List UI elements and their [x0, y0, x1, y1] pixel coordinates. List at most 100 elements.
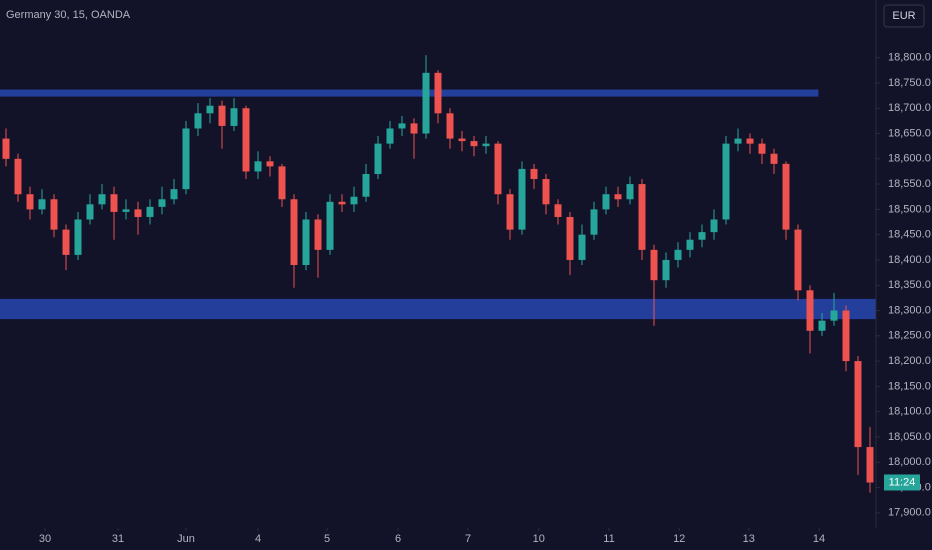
candle-body	[266, 161, 274, 167]
x-tick-label: 13	[743, 533, 755, 545]
candle-body	[206, 105, 214, 114]
candle-body	[458, 138, 466, 142]
last-price-tag	[884, 474, 920, 491]
candle-body	[830, 310, 838, 321]
candle-body	[158, 199, 166, 207]
y-tick-label: 18,000.0	[888, 456, 931, 468]
candle-body	[302, 219, 310, 266]
candle-body	[350, 196, 358, 205]
candle-body	[470, 141, 478, 147]
candle-body	[734, 138, 742, 144]
candle-body	[506, 194, 514, 230]
chart-title: Germany 30, 15, OANDA	[6, 9, 131, 21]
candle-body	[542, 179, 550, 205]
candle-body	[278, 166, 286, 200]
candle-body	[314, 219, 322, 250]
candle-body	[842, 310, 850, 362]
candle-body	[374, 143, 382, 174]
candle-body	[338, 201, 346, 205]
candle-body	[62, 229, 70, 255]
x-tick-label: 10	[533, 533, 545, 545]
y-tick-label: 18,150.0	[888, 380, 931, 392]
x-tick-label: 6	[395, 533, 401, 545]
candle-body	[578, 234, 586, 260]
candle-body	[122, 209, 130, 212]
candle-body	[146, 206, 154, 217]
candle-body	[686, 239, 694, 250]
y-tick-label: 18,750.0	[888, 77, 931, 89]
candle-body	[86, 204, 94, 220]
y-tick-label: 18,300.0	[888, 304, 931, 316]
candle-body	[710, 219, 718, 233]
candle-body	[50, 199, 58, 230]
candle-body	[254, 161, 262, 172]
candle-body	[230, 108, 238, 126]
candle-body	[482, 143, 490, 147]
y-tick-label: 18,550.0	[888, 178, 931, 190]
candle-body	[770, 153, 778, 164]
candle-body	[674, 249, 682, 260]
candle-body	[566, 216, 574, 260]
candle-body	[134, 209, 142, 217]
candle-body	[26, 194, 34, 210]
zone	[0, 89, 819, 97]
y-tick-label: 18,250.0	[888, 330, 931, 342]
y-tick-label: 17,900.0	[888, 507, 931, 519]
candle-body	[446, 113, 454, 139]
candle-body	[98, 194, 106, 205]
y-tick-label: 18,800.0	[888, 52, 931, 64]
candle-body	[182, 128, 190, 190]
candle-body	[818, 320, 826, 331]
x-tick-label: Jun	[177, 533, 195, 545]
candle-body	[590, 209, 598, 235]
candle-body	[638, 184, 646, 250]
candle-body	[398, 123, 406, 129]
y-tick-label: 18,450.0	[888, 229, 931, 241]
candle-body	[110, 194, 118, 212]
candle-body	[194, 113, 202, 129]
y-tick-label: 18,650.0	[888, 127, 931, 139]
candle-body	[14, 158, 22, 195]
candle-body	[782, 163, 790, 230]
candle-body	[386, 128, 394, 144]
last-price-label: 11:24	[889, 476, 916, 488]
x-tick-label: 30	[39, 533, 51, 545]
y-tick-label: 18,200.0	[888, 355, 931, 367]
y-tick-label: 18,600.0	[888, 153, 931, 165]
candle-body	[746, 138, 754, 144]
candle-body	[554, 204, 562, 217]
x-tick-label: 12	[673, 533, 685, 545]
candle-body	[758, 143, 766, 154]
candle-body	[626, 184, 634, 200]
candle-body	[494, 143, 502, 195]
x-tick-label: 7	[465, 533, 471, 545]
candle-body	[38, 199, 46, 210]
y-tick-label: 18,050.0	[888, 431, 931, 443]
x-tick-label: 14	[813, 533, 825, 545]
candle-body	[326, 201, 334, 250]
candle-body	[794, 229, 802, 291]
y-tick-label: 18,500.0	[888, 203, 931, 215]
candle-body	[170, 189, 178, 200]
candle-body	[2, 138, 10, 159]
y-tick-label: 18,700.0	[888, 102, 931, 114]
candle-body	[602, 194, 610, 210]
candle-body	[806, 290, 814, 331]
candle-body	[434, 72, 442, 114]
y-tick-label: 18,100.0	[888, 406, 931, 418]
y-tick-label: 18,400.0	[888, 254, 931, 266]
candle-body	[290, 199, 298, 266]
candle-body	[662, 259, 670, 281]
candle-body	[722, 143, 730, 220]
candle-body	[530, 168, 538, 180]
zone	[0, 298, 876, 320]
candle-body	[854, 361, 862, 448]
candle-body	[242, 108, 250, 172]
candle-body	[362, 173, 370, 197]
candle-body	[410, 123, 418, 134]
x-tick-label: 4	[255, 533, 261, 545]
x-tick-label: 11	[603, 533, 614, 545]
currency-label: EUR	[892, 10, 915, 22]
